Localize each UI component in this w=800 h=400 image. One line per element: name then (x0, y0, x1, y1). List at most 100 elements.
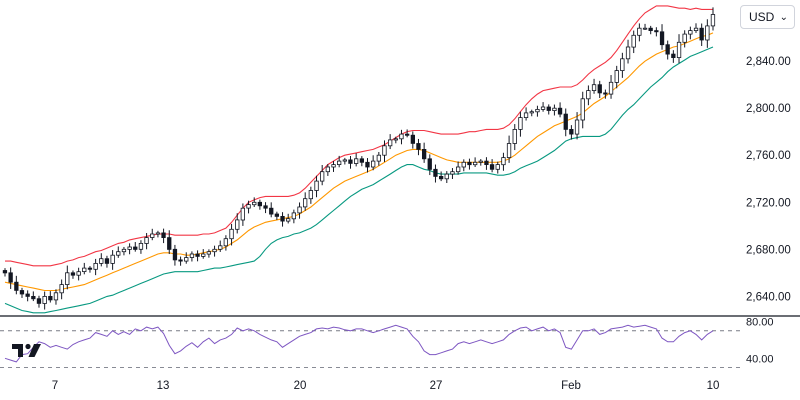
candle (546, 104, 551, 115)
candle (608, 75, 614, 99)
candle (699, 23, 704, 46)
price-tick-label: 2,760.00 (746, 150, 791, 162)
candle (87, 266, 93, 273)
candle (472, 157, 478, 167)
candle (376, 152, 382, 166)
candle (478, 159, 483, 166)
candle (314, 175, 319, 198)
candle (280, 212, 285, 227)
candle (410, 131, 416, 149)
candle (144, 233, 149, 250)
rsi-line (4, 324, 714, 363)
candle (121, 246, 127, 256)
price-axis[interactable]: 2,640.00 2,680.00 2,720.00 2,760.00 2,800.00… (746, 10, 791, 304)
chevron-down-icon: ⌄ (779, 11, 788, 23)
candle (331, 160, 336, 172)
time-tick-label: 27 (430, 380, 443, 392)
candle (597, 80, 602, 99)
candle (297, 202, 302, 219)
price-tick-label: 2,680.00 (746, 244, 791, 256)
candle (399, 129, 404, 145)
candle (501, 152, 506, 171)
price-tick-label: 2,640.00 (746, 291, 791, 303)
candle (387, 134, 393, 150)
candle (19, 287, 25, 298)
candle (25, 290, 30, 302)
candle (416, 138, 421, 156)
candle (659, 24, 665, 50)
candle (506, 135, 512, 163)
time-axis[interactable]: 7 13 20 27 Feb 10 (52, 380, 720, 392)
candle (654, 27, 659, 37)
candle (195, 250, 200, 262)
candle (155, 230, 161, 238)
candle (184, 252, 189, 264)
rsi-axis[interactable]: 80.00 40.00 (746, 317, 774, 366)
candle (218, 240, 223, 252)
candle (512, 124, 517, 151)
bollinger-bands (4, 5, 714, 314)
candle (138, 240, 144, 254)
candle (150, 228, 155, 241)
price-tick-label: 2,840.00 (746, 56, 791, 68)
candle (688, 26, 693, 40)
candle (489, 159, 495, 173)
candle (393, 136, 399, 144)
candle (574, 112, 580, 140)
candle (586, 85, 591, 106)
candle (223, 235, 229, 251)
candle (325, 164, 331, 176)
candle (235, 213, 240, 234)
candle (36, 295, 42, 308)
candle (99, 253, 104, 267)
candle (82, 262, 87, 275)
candle (291, 209, 297, 224)
candle (206, 249, 212, 258)
candle (484, 157, 489, 170)
candle (455, 161, 461, 175)
candle (42, 291, 47, 310)
time-tick-label: 13 (157, 380, 170, 392)
candle (535, 105, 540, 117)
candle (620, 52, 625, 78)
candle (336, 155, 342, 168)
candle (563, 108, 568, 137)
candle (631, 30, 636, 54)
candle (252, 197, 257, 207)
bb-upper-line (5, 5, 713, 267)
tradingview-logo-icon[interactable] (10, 340, 44, 360)
candle (240, 203, 246, 226)
candle (603, 89, 608, 99)
candle (359, 156, 365, 167)
candle (665, 40, 670, 60)
candle (246, 200, 251, 214)
bb-basis-line (4, 32, 714, 292)
candle (189, 251, 195, 262)
candle (172, 244, 178, 266)
candle (365, 158, 370, 173)
candle (127, 243, 132, 255)
candle (257, 199, 263, 210)
candle (450, 168, 455, 179)
candlesticks (2, 7, 716, 310)
candle (178, 256, 183, 266)
candle (285, 213, 291, 224)
candle (269, 202, 274, 218)
candle (65, 265, 70, 290)
candle (552, 104, 557, 116)
candle (461, 159, 466, 172)
candle (557, 102, 563, 118)
candle (433, 164, 438, 183)
currency-select[interactable]: USD ⌄ (740, 5, 795, 29)
candle (353, 153, 359, 167)
price-tick-label: 2,800.00 (746, 103, 791, 115)
candle (59, 279, 64, 300)
candle (48, 291, 53, 303)
candle (642, 23, 648, 30)
candle (382, 140, 387, 162)
candle (53, 289, 59, 305)
candle (348, 156, 353, 169)
candle (31, 291, 36, 302)
candle (444, 171, 449, 183)
